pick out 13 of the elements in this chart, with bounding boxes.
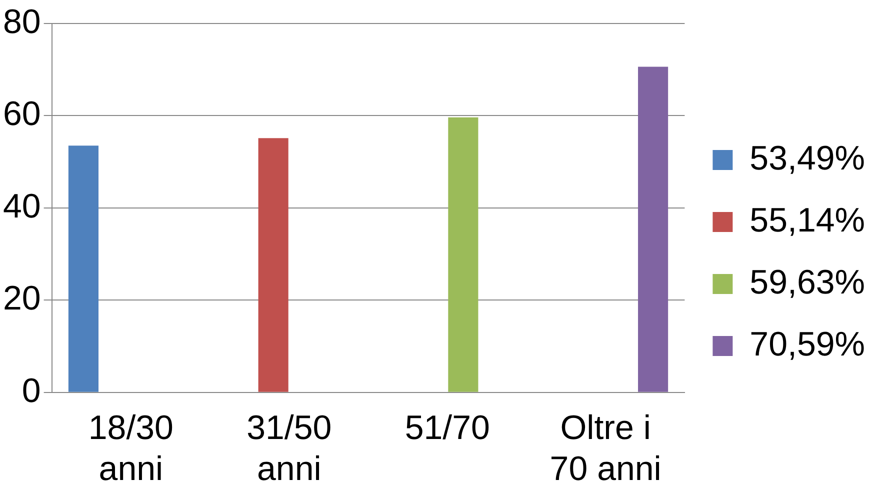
x-tick-label: Oltre i 70 anni [550, 409, 662, 488]
y-tick-label: 20 [2, 280, 41, 318]
legend-label: 59,63% [750, 263, 866, 302]
y-tick-label: 80 [2, 2, 41, 41]
x-tick-label: 51/70 [404, 409, 490, 448]
y-tick-label: 40 [2, 187, 41, 226]
legend-label: 53,49% [750, 139, 866, 178]
y-tick-label: 0 [22, 372, 41, 410]
y-tick-label: 60 [2, 95, 41, 134]
legend-label: 55,14% [750, 201, 866, 240]
legend-label: 70,59% [750, 325, 866, 364]
x-tick-label: 31/50 anni [246, 409, 332, 488]
x-tick-label: 18/30 anni [88, 409, 174, 488]
